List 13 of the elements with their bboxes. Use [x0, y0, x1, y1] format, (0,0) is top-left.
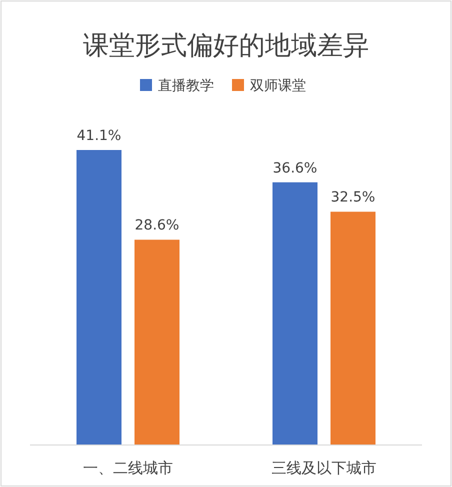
bar	[76, 150, 122, 445]
legend-label: 双师课堂	[250, 78, 306, 94]
x-tick-label: 三线及以下城市	[272, 459, 376, 477]
bar	[134, 240, 180, 445]
chart-title: 课堂形式偏好的地域差异	[83, 31, 369, 61]
x-tick-label: 一、二线城市	[83, 459, 173, 477]
legend-label: 直播教学	[158, 78, 214, 94]
bar	[330, 212, 376, 445]
data-label: 36.6%	[272, 160, 318, 176]
data-label: 32.5%	[330, 190, 376, 206]
data-label: 28.6%	[134, 218, 180, 234]
bar	[272, 182, 318, 445]
data-label: 41.1%	[76, 128, 122, 144]
